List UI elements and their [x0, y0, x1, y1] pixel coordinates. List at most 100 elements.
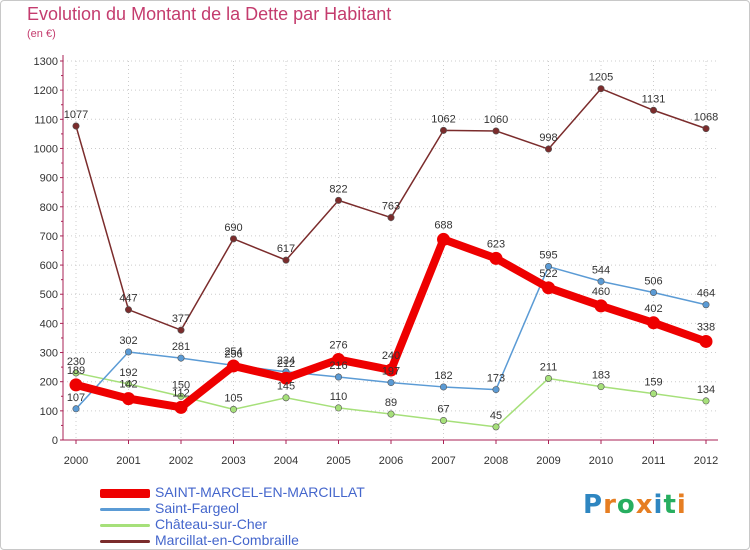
y-tick-label: 1100: [34, 114, 58, 126]
data-point: [649, 288, 657, 296]
data-label: 142: [119, 379, 137, 391]
x-axis-ticks: 2000 2001 2002 2003 2004 2005 2006 2007 2008 2009…: [64, 455, 718, 467]
data-point: [387, 214, 395, 222]
data-label: 1131: [642, 93, 666, 105]
x-tick-label: 2005: [326, 455, 350, 467]
data-label: 402: [644, 303, 662, 315]
x-tick-label: 2004: [274, 455, 298, 467]
data-point: [334, 196, 342, 204]
data-label: 159: [644, 377, 662, 389]
data-point: [230, 235, 238, 243]
data-label: 690: [224, 222, 242, 234]
data-label: 302: [119, 335, 137, 347]
data-point: [230, 405, 238, 413]
data-label: 105: [224, 392, 242, 404]
logo-letter: P: [583, 490, 604, 520]
data-label: 89: [385, 397, 397, 409]
data-point: [72, 405, 80, 413]
data-labels: 1077 447 377 690 617 822 763 1062 1060 998 1205 113…: [64, 72, 718, 422]
y-tick-label: 1300: [34, 56, 58, 68]
logo-letter: i: [653, 490, 664, 520]
y-tick-label: 1000: [34, 143, 58, 155]
data-label: 134: [697, 384, 715, 396]
data-point: [597, 383, 605, 391]
data-point: [699, 334, 713, 348]
data-label: 763: [382, 201, 400, 213]
y-tick-label: 0: [52, 435, 58, 447]
data-label: 522: [539, 268, 557, 280]
data-label: 688: [434, 219, 452, 231]
data-point: [492, 423, 500, 431]
data-point: [544, 263, 552, 271]
data-label: 998: [539, 132, 557, 144]
data-label: 460: [592, 286, 610, 298]
data-label: 254: [224, 346, 242, 358]
data-point: [649, 106, 657, 114]
data-point: [122, 392, 135, 406]
data-point: [174, 400, 188, 414]
data-point: [492, 127, 500, 135]
x-tick-label: 2008: [484, 455, 508, 467]
data-point: [439, 126, 447, 134]
data-point: [702, 301, 710, 309]
x-tick-label: 2007: [431, 455, 455, 467]
y-tick-label: 100: [40, 406, 58, 418]
proxiti-logo: Proxiti: [583, 490, 687, 520]
data-label: 192: [119, 367, 137, 379]
data-point: [227, 359, 240, 373]
data-label: 173: [487, 373, 505, 385]
data-point: [387, 410, 395, 418]
data-label: 234: [277, 355, 295, 367]
data-label: 276: [329, 340, 347, 352]
data-point: [702, 125, 710, 133]
x-tick-label: 2009: [536, 455, 560, 467]
data-point: [594, 299, 608, 313]
chart-unit-label: (en €): [27, 28, 56, 40]
data-point: [177, 326, 185, 334]
y-tick-label: 800: [40, 202, 58, 214]
data-label: 107: [67, 392, 85, 404]
data-label: 189: [67, 365, 85, 377]
x-tick-label: 2011: [642, 455, 666, 467]
y-tick-label: 1200: [34, 85, 58, 97]
legend-swatch: [100, 523, 150, 527]
data-point: [282, 394, 290, 402]
data-label: 112: [172, 387, 190, 399]
data-point: [69, 378, 83, 392]
data-label: 1077: [64, 109, 88, 121]
legend-label: Château-sur-Cher: [155, 516, 268, 532]
data-label: 67: [437, 403, 449, 415]
data-label: 145: [277, 381, 295, 393]
data-point: [282, 256, 290, 264]
line-chart: 0 100 200 300 400 500 600 700 800 900 1000 1100 1200…: [34, 55, 718, 467]
data-point: [597, 277, 605, 285]
y-tick-label: 900: [40, 173, 58, 185]
data-label: 544: [592, 264, 610, 276]
data-point: [334, 404, 342, 412]
legend-label: Saint-Fargeol: [155, 500, 240, 516]
data-label: 822: [329, 183, 347, 195]
legend-swatch: [100, 539, 150, 543]
series-group: [69, 85, 713, 431]
data-label: 211: [540, 361, 558, 373]
legend-swatch: [100, 488, 150, 498]
x-tick-label: 2006: [379, 455, 403, 467]
data-label: 1060: [484, 114, 508, 126]
data-label: 212: [277, 358, 295, 370]
data-label: 447: [119, 293, 137, 305]
legend-swatch: [100, 507, 150, 511]
data-point: [177, 354, 185, 362]
y-axis-ticks: 0 100 200 300 400 500 600 700 800 900 1000 1100 1200…: [34, 56, 58, 447]
data-point: [647, 316, 660, 330]
legend-label: Marcillat-en-Combraille: [155, 532, 299, 548]
data-label: 338: [697, 321, 715, 333]
data-label: 464: [697, 288, 715, 300]
data-label: 1205: [589, 72, 613, 84]
data-point: [437, 232, 450, 246]
axes: [60, 55, 718, 444]
logo-letter: t: [663, 490, 677, 520]
data-label: 617: [277, 243, 295, 255]
data-point: [649, 390, 657, 398]
data-label: 182: [434, 370, 452, 382]
data-label: 595: [539, 250, 557, 262]
